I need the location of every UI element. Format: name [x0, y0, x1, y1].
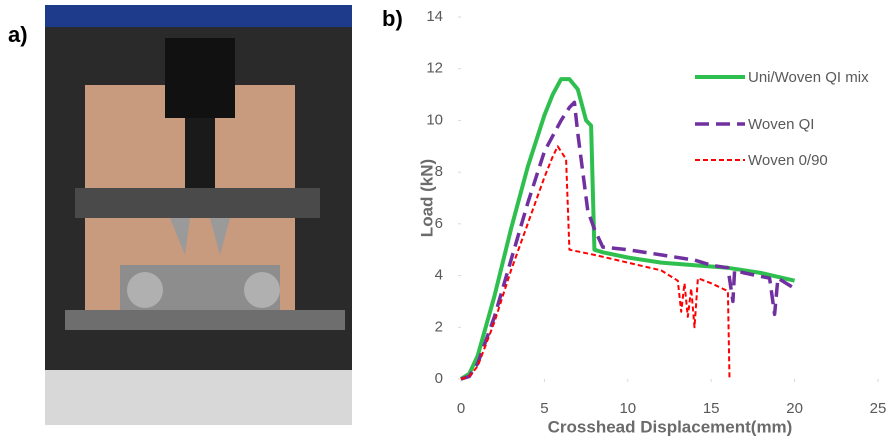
x-tick-label: 0	[457, 400, 465, 417]
y-tick-label: 2	[435, 318, 443, 335]
series-line	[460, 145, 731, 380]
panel-label: a)	[8, 22, 28, 47]
x-tick-label: 5	[540, 400, 548, 417]
y-tick-label: 8	[435, 163, 443, 180]
x-tick-label: 25	[870, 400, 887, 417]
y-tick-label: 6	[435, 215, 443, 232]
series-line	[459, 77, 796, 381]
x-tick-label: 20	[786, 400, 803, 417]
y-tick-label: 10	[426, 111, 443, 128]
x-tick-label: 15	[703, 400, 720, 417]
y-axis-title: Load (kN)	[417, 159, 436, 237]
series-line	[460, 100, 796, 381]
photo	[45, 5, 352, 425]
x-tick-label: 10	[619, 400, 636, 417]
x-axis-title: Crosshead Displacement(mm)	[548, 417, 793, 436]
panel-label: b)	[382, 6, 403, 31]
y-tick-label: 14	[426, 8, 443, 25]
legend-label: Uni/Woven QI mix	[748, 69, 869, 86]
y-tick-label: 12	[426, 60, 443, 77]
legend-label: Woven 0/90	[748, 152, 828, 169]
legend-label: Woven QI	[748, 116, 815, 133]
y-tick-label: 0	[435, 370, 443, 387]
y-tick-label: 4	[435, 267, 443, 284]
